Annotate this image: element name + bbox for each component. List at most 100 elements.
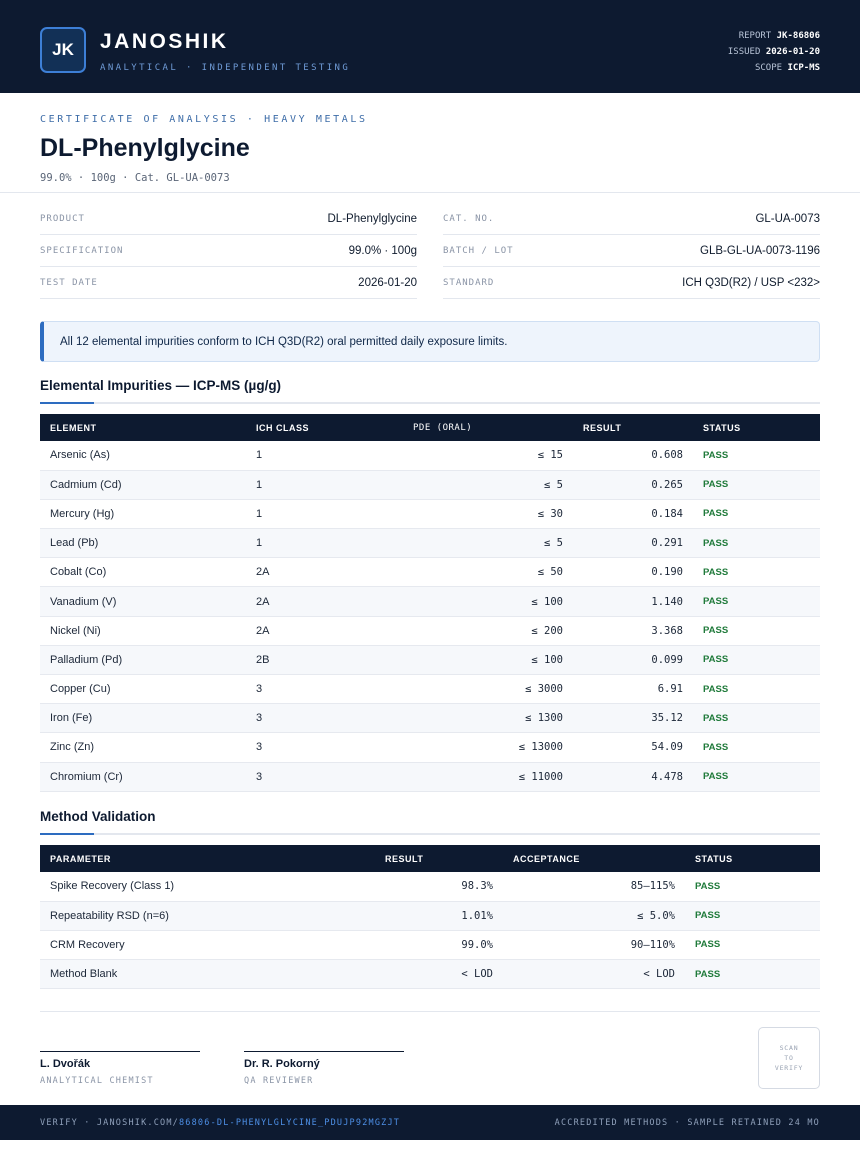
element-cell: Mercury (Hg) (40, 499, 246, 530)
page-title: DL-Phenylglycine (40, 134, 250, 162)
pde-cell: ≤ 30 (403, 499, 573, 530)
section-rule-accent (40, 402, 94, 404)
column-header: ICH CLASS (256, 422, 310, 433)
section-rule (40, 402, 820, 404)
element-cell: Copper (Cu) (40, 674, 246, 705)
result-cell: < LOD (375, 959, 503, 990)
info-value: 99.0% · 100g (348, 244, 417, 257)
parameter-cell: CRM Recovery (40, 930, 375, 961)
issued-date: 2026-01-20 (765, 47, 820, 57)
result-cell: 35.12 (573, 703, 693, 734)
table-row: Repeatability RSD (n=6) 1.01% ≤ 5.0% PASS (40, 901, 820, 931)
info-row-test-date: TEST DATE 2026-01-20 (40, 267, 417, 299)
impurities-table: ELEMENT ICH CLASS PDE (ORAL) RESULT STAT… (40, 414, 820, 792)
signature-role: ANALYTICAL CHEMIST (40, 1076, 154, 1086)
info-row-specification: SPECIFICATION 99.0% · 100g (40, 235, 417, 267)
status-cell: PASS (693, 441, 820, 471)
table-row: CRM Recovery 99.0% 90–110% PASS (40, 930, 820, 961)
acceptance-cell: < LOD (503, 959, 685, 990)
scope-value: ICP-MS (787, 63, 820, 73)
brand-name: JANOSHIK (100, 30, 229, 53)
status-cell: PASS (693, 674, 820, 705)
logo: JK (40, 27, 86, 73)
parameter-cell: Method Blank (40, 959, 375, 990)
result-cell: 1.140 (573, 586, 693, 617)
status-cell: PASS (693, 528, 820, 559)
info-column-right: CAT. NO. GL-UA-0073 BATCH / LOT GLB-GL-U… (443, 203, 820, 299)
table-row: Vanadium (V) 2A ≤ 100 1.140 PASS (40, 586, 820, 617)
element-cell: Zinc (Zn) (40, 732, 246, 763)
element-cell: Cobalt (Co) (40, 557, 246, 588)
ich-class-cell: 2A (246, 557, 403, 588)
result-cell: 0.291 (573, 528, 693, 559)
verify-link[interactable]: 86806-DL-PHENYLGLYCINE_PDUJP92MGZJT (178, 1118, 401, 1128)
ich-class-cell: 1 (246, 470, 403, 500)
info-key: PRODUCT (40, 213, 85, 224)
info-key: SPECIFICATION (40, 245, 124, 256)
table-row: Nickel (Ni) 2A ≤ 200 3.368 PASS (40, 616, 820, 646)
result-cell: 0.608 (573, 441, 693, 471)
column-header: STATUS (695, 853, 733, 864)
column-header: RESULT (385, 853, 424, 864)
status-cell: PASS (693, 732, 820, 763)
column-header: RESULT (583, 422, 622, 433)
ich-class-cell: 1 (246, 528, 403, 559)
scan-to-verify-box[interactable]: SCAN TO VERIFY (758, 1027, 820, 1089)
info-key: BATCH / LOT (443, 245, 514, 256)
column-header: PDE (ORAL) (413, 422, 473, 433)
footer-note: ACCREDITED METHODS · SAMPLE RETAINED 24 … (554, 1118, 820, 1128)
signature-analyst: L. Dvořák ANALYTICAL CHEMIST (40, 1051, 200, 1086)
result-cell: 3.368 (573, 616, 693, 646)
info-row-product: PRODUCT DL-Phenylglycine (40, 203, 417, 235)
element-cell: Cadmium (Cd) (40, 470, 246, 500)
status-cell: PASS (693, 645, 820, 676)
table-row: Zinc (Zn) 3 ≤ 13000 54.09 PASS (40, 732, 820, 763)
page-subtitle: 99.0% · 100g · Cat. GL-UA-0073 (40, 172, 230, 184)
pde-cell: ≤ 100 (403, 645, 573, 676)
element-cell: Iron (Fe) (40, 703, 246, 734)
pde-cell: ≤ 11000 (403, 762, 573, 792)
status-cell: PASS (693, 586, 820, 617)
result-cell: 0.099 (573, 645, 693, 676)
scan-text: SCAN (779, 1044, 799, 1052)
report-meta: REPORT JK-86806 ISSUED 2026-01-20 SCOPE … (728, 28, 820, 76)
status-cell: PASS (693, 470, 820, 500)
element-cell: Vanadium (V) (40, 586, 246, 617)
table-row: Cadmium (Cd) 1 ≤ 5 0.265 PASS (40, 470, 820, 500)
ich-class-cell: 2A (246, 616, 403, 646)
info-key: CAT. NO. (443, 213, 495, 224)
pde-cell: ≤ 50 (403, 557, 573, 588)
element-cell: Arsenic (As) (40, 441, 246, 471)
status-cell: PASS (693, 703, 820, 734)
signature-name: Dr. R. Pokorný (244, 1058, 320, 1070)
certificate-label: CERTIFICATE OF ANALYSIS · HEAVY METALS (40, 114, 368, 125)
element-cell: Palladium (Pd) (40, 645, 246, 676)
result-cell: 0.265 (573, 470, 693, 500)
info-value: ICH Q3D(R2) / USP <232> (682, 276, 820, 289)
ich-class-cell: 2B (246, 645, 403, 676)
acceptance-cell: 85–115% (503, 872, 685, 902)
table-header-row: ELEMENT ICH CLASS PDE (ORAL) RESULT STAT… (40, 414, 820, 441)
section-rule-accent (40, 833, 94, 835)
element-cell: Lead (Pb) (40, 528, 246, 559)
result-cell: 6.91 (573, 674, 693, 705)
pde-cell: ≤ 1300 (403, 703, 573, 734)
info-value: 2026-01-20 (358, 276, 417, 289)
result-cell: 98.3% (375, 872, 503, 902)
brand-tagline: ANALYTICAL · INDEPENDENT TESTING (100, 63, 351, 73)
report-number: JK-86806 (776, 31, 820, 41)
table-row: Iron (Fe) 3 ≤ 1300 35.12 PASS (40, 703, 820, 734)
info-row-standard: STANDARD ICH Q3D(R2) / USP <232> (443, 267, 820, 299)
pde-cell: ≤ 200 (403, 616, 573, 646)
ich-class-cell: 2A (246, 586, 403, 617)
scan-text: TO (784, 1054, 794, 1062)
scope-label: SCOPE (754, 63, 783, 73)
table-row: Chromium (Cr) 3 ≤ 11000 4.478 PASS (40, 762, 820, 792)
status-cell: PASS (693, 557, 820, 588)
pde-cell: ≤ 5 (403, 528, 573, 559)
scan-text: VERIFY (774, 1064, 804, 1072)
table-header-row: PARAMETER RESULT ACCEPTANCE STATUS (40, 845, 820, 872)
ich-class-cell: 3 (246, 762, 403, 792)
report-header: JK JANOSHIK ANALYTICAL · INDEPENDENT TES… (0, 0, 860, 93)
table-row: Copper (Cu) 3 ≤ 3000 6.91 PASS (40, 674, 820, 705)
